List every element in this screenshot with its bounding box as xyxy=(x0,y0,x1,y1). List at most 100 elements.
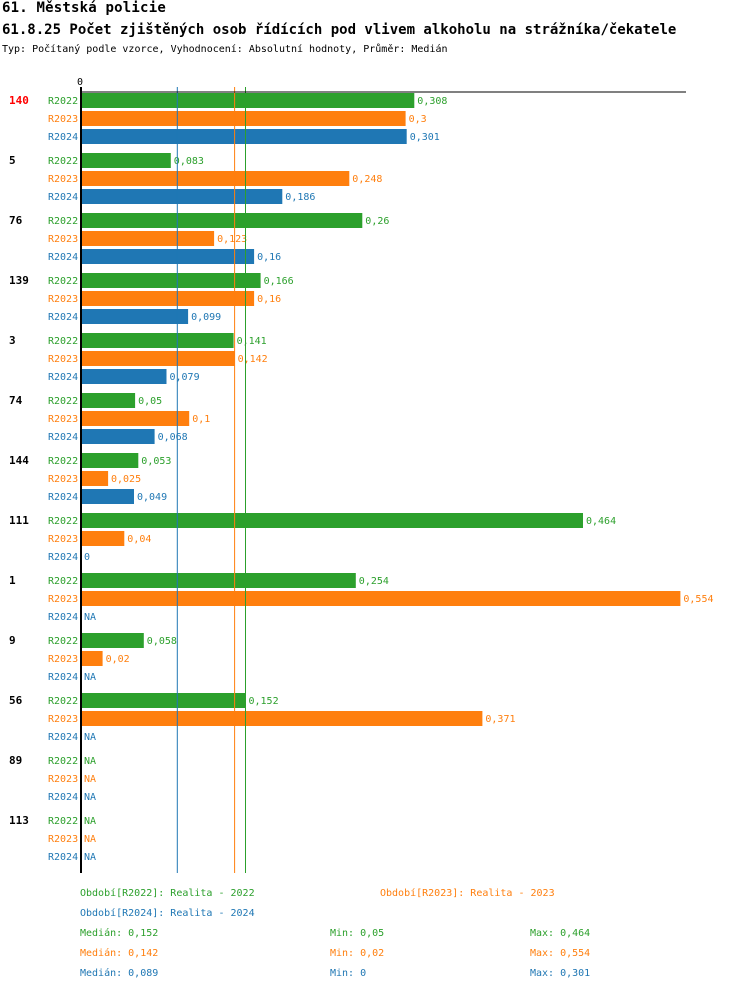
stat-median-r2022: Medián: 0,152 xyxy=(80,928,159,939)
group-label: 74 xyxy=(9,394,23,407)
bar-r2022 xyxy=(81,213,363,228)
group-label: 3 xyxy=(9,334,16,347)
value-label: NA xyxy=(84,792,96,803)
series-label: R2024 xyxy=(48,192,78,203)
value-label: 0,141 xyxy=(237,336,267,347)
value-label: NA xyxy=(84,756,96,767)
series-label: R2024 xyxy=(48,732,78,743)
value-label: 0,05 xyxy=(138,396,162,407)
stat-min-r2024: Min: 0 xyxy=(330,968,367,979)
value-label: 0,1 xyxy=(192,414,210,425)
value-label: 0,554 xyxy=(683,594,713,605)
series-label: R2024 xyxy=(48,132,78,143)
bar-r2023 xyxy=(81,231,215,246)
series-label: R2024 xyxy=(48,552,78,563)
series-label: R2024 xyxy=(48,312,78,323)
bar-r2022 xyxy=(81,513,583,528)
bar-r2022 xyxy=(81,573,356,588)
value-label: 0,02 xyxy=(106,654,130,665)
stat-max-r2024: Max: 0,301 xyxy=(530,968,591,979)
bar-r2023 xyxy=(81,171,350,186)
series-label: R2023 xyxy=(48,354,78,365)
stat-max-r2022: Max: 0,464 xyxy=(530,928,591,939)
value-label: 0,248 xyxy=(352,174,382,185)
bar-r2023 xyxy=(81,291,255,306)
group-label: 111 xyxy=(9,514,29,527)
series-label: R2022 xyxy=(48,456,78,467)
series-label: R2023 xyxy=(48,174,78,185)
series-label: R2022 xyxy=(48,696,78,707)
legend-period-r2024: Období[R2024]: Realita - 2024 xyxy=(80,908,255,919)
value-label: 0,079 xyxy=(170,372,200,383)
group-label: 56 xyxy=(9,694,23,707)
bar-r2023 xyxy=(81,351,235,366)
series-label: R2022 xyxy=(48,396,78,407)
series-label: R2024 xyxy=(48,252,78,263)
chart-meta: Typ: Počítaný podle vzorce, Vyhodnocení:… xyxy=(2,44,448,55)
series-label: R2024 xyxy=(48,612,78,623)
group-label: 140 xyxy=(9,94,29,107)
bar-r2023 xyxy=(81,651,103,666)
series-label: R2024 xyxy=(48,792,78,803)
series-label: R2024 xyxy=(48,432,78,443)
bar-r2022 xyxy=(81,453,139,468)
bar-r2022 xyxy=(81,393,136,408)
bar-r2022 xyxy=(81,153,171,168)
value-label: 0,142 xyxy=(238,354,268,365)
value-label: NA xyxy=(84,834,96,845)
series-label: R2023 xyxy=(48,834,78,845)
series-label: R2023 xyxy=(48,234,78,245)
value-label: 0,308 xyxy=(417,96,447,107)
chart-title: 61.8.25 Počet zjištěných osob řídících p… xyxy=(2,22,677,38)
group-label: 89 xyxy=(9,754,22,767)
value-label: 0,025 xyxy=(111,474,141,485)
series-label: R2022 xyxy=(48,816,78,827)
series-label: R2023 xyxy=(48,294,78,305)
bar-r2024 xyxy=(81,369,167,384)
series-label: R2022 xyxy=(48,276,78,287)
bar-r2022 xyxy=(81,333,234,348)
value-label: NA xyxy=(84,612,96,623)
value-label: NA xyxy=(84,774,96,785)
value-label: 0,301 xyxy=(410,132,440,143)
value-label: NA xyxy=(84,852,96,863)
series-label: R2024 xyxy=(48,492,78,503)
value-label: 0,26 xyxy=(365,216,389,227)
bar-r2023 xyxy=(81,111,406,126)
series-label: R2022 xyxy=(48,516,78,527)
group-label: 76 xyxy=(9,214,23,227)
series-label: R2022 xyxy=(48,156,78,167)
value-label: 0,152 xyxy=(249,696,279,707)
value-label: 0,123 xyxy=(217,234,247,245)
stat-max-r2023: Max: 0,554 xyxy=(530,948,591,959)
stat-median-r2023: Medián: 0,142 xyxy=(80,948,159,959)
legend-period-r2022: Období[R2022]: Realita - 2022 xyxy=(80,888,255,899)
series-label: R2022 xyxy=(48,636,78,647)
value-label: 0,04 xyxy=(127,534,151,545)
bar-r2023 xyxy=(81,711,483,726)
value-label: 0,049 xyxy=(137,492,167,503)
series-label: R2023 xyxy=(48,114,78,125)
value-label: 0,16 xyxy=(257,294,281,305)
group-label: 1 xyxy=(9,574,16,587)
bar-r2022 xyxy=(81,693,246,708)
axis-zero-label: 0 xyxy=(77,77,83,88)
bar-r2024 xyxy=(81,249,255,264)
page-title: 61. Městská policie xyxy=(2,0,166,16)
value-label: 0 xyxy=(84,552,90,563)
stat-min-r2022: Min: 0,05 xyxy=(330,928,385,939)
bar-r2024 xyxy=(81,189,283,204)
stat-min-r2023: Min: 0,02 xyxy=(330,948,385,959)
value-label: 0,053 xyxy=(141,456,171,467)
bar-r2024 xyxy=(81,429,155,444)
value-label: 0,166 xyxy=(264,276,294,287)
group-label: 139 xyxy=(9,274,29,287)
value-label: 0,16 xyxy=(257,252,281,263)
value-label: 0,083 xyxy=(174,156,204,167)
value-label: 0,464 xyxy=(586,516,616,527)
series-label: R2023 xyxy=(48,714,78,725)
value-label: 0,058 xyxy=(147,636,177,647)
value-label: 0,254 xyxy=(359,576,389,587)
value-label: 0,3 xyxy=(409,114,427,125)
